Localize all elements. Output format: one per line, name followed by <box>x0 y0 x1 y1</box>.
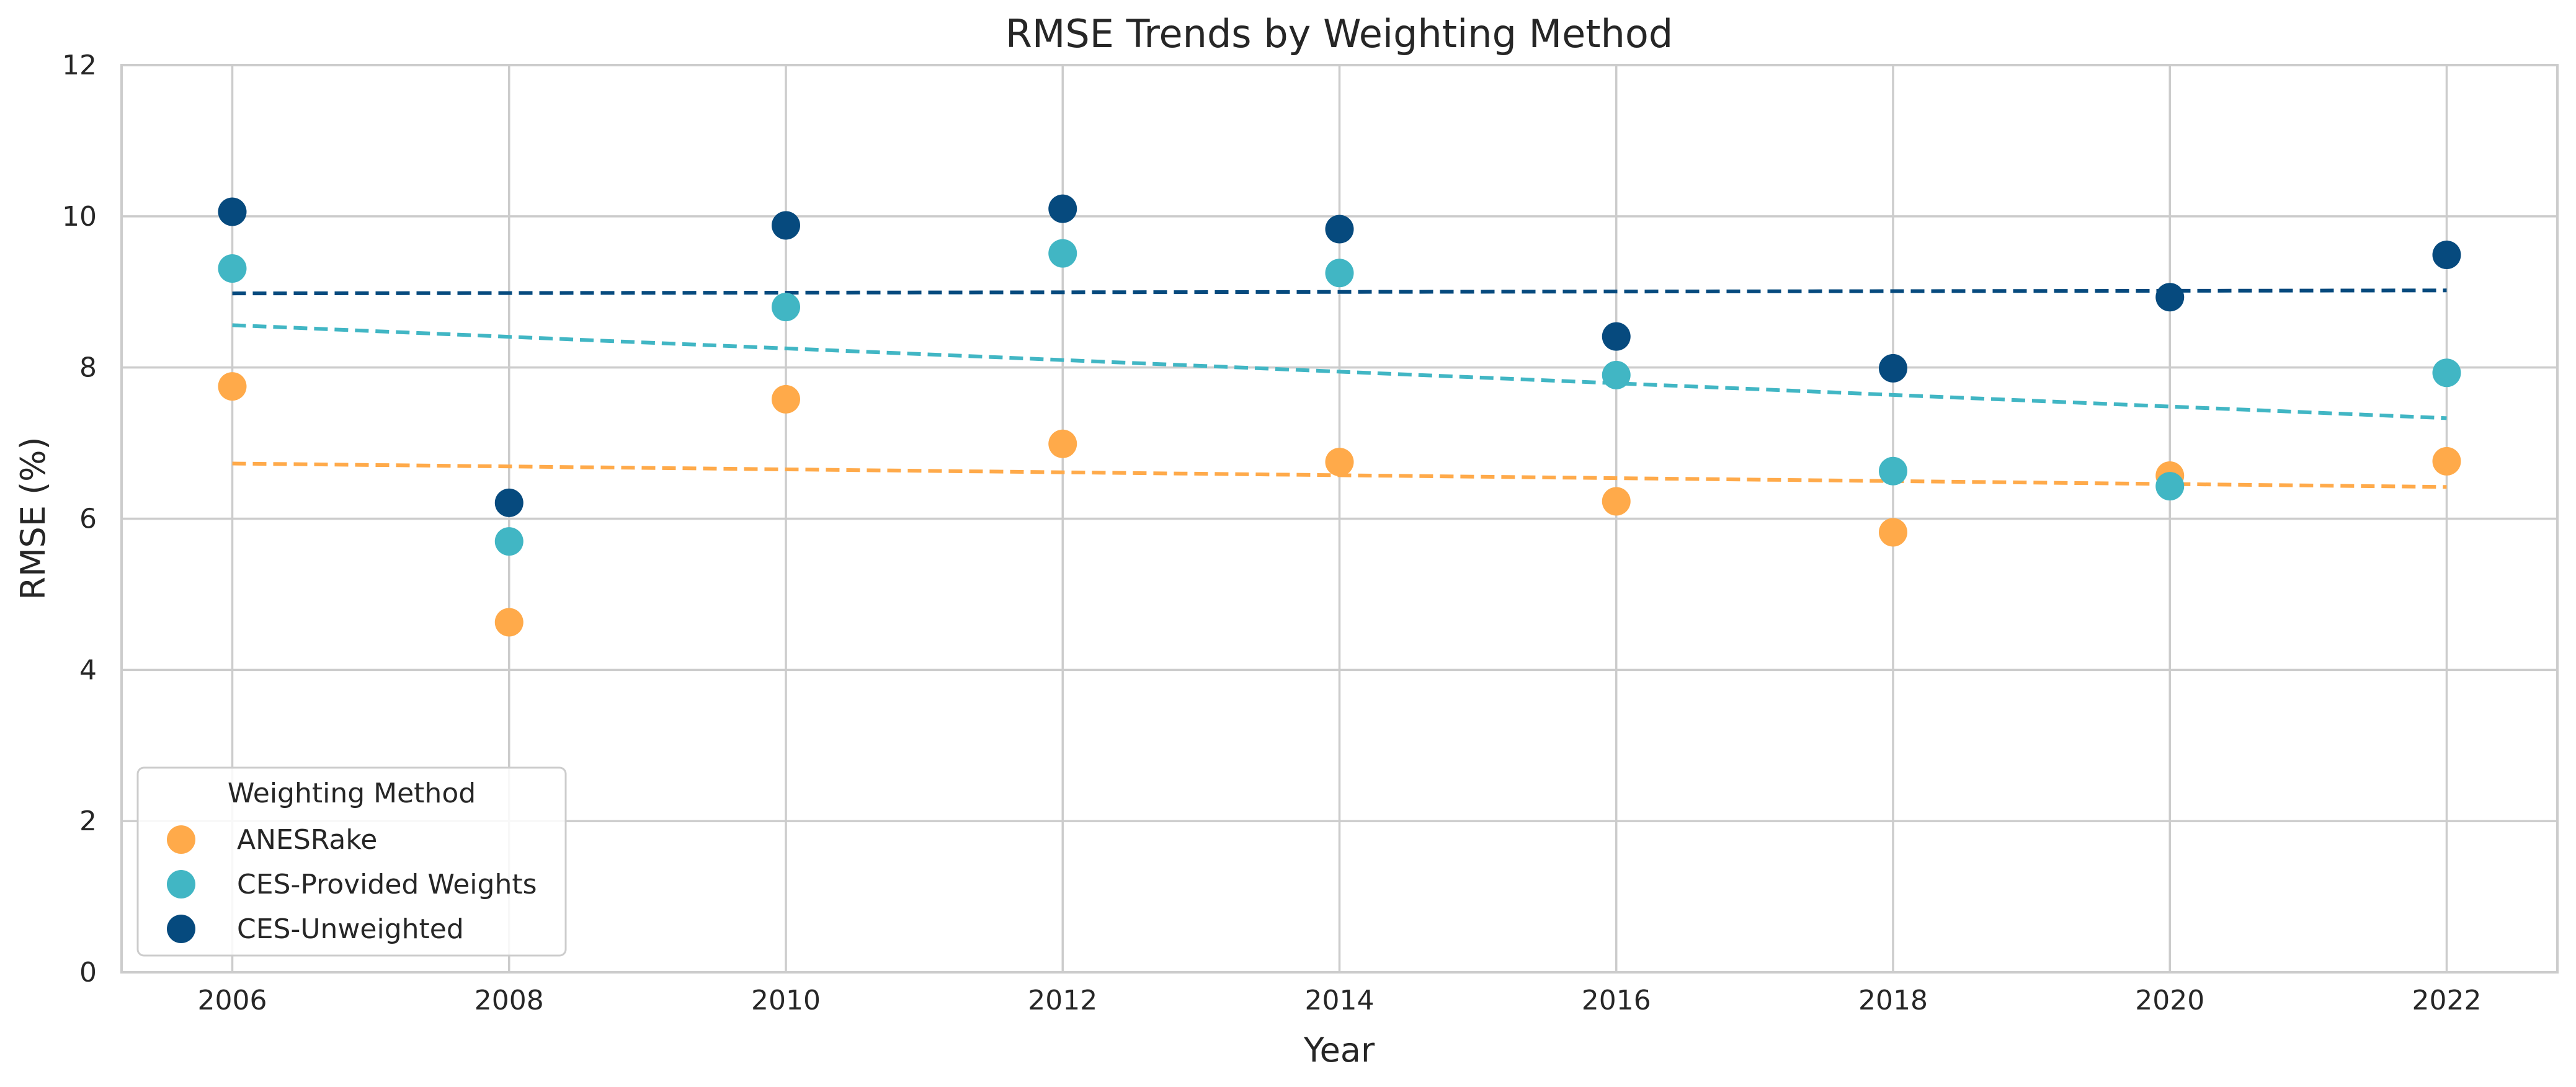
data-point <box>218 254 247 283</box>
data-point <box>2155 283 2185 312</box>
y-tick-label: 6 <box>79 504 97 535</box>
data-point <box>2155 472 2185 501</box>
data-point <box>1048 194 1077 223</box>
x-ticks: 2006 2008 2010 2012 2014 2016 2018 2020 2022 <box>198 985 2482 1016</box>
data-point <box>1325 448 1354 477</box>
legend-title: Weighting Method <box>228 778 476 809</box>
data-point <box>1602 360 1631 389</box>
data-point <box>1879 353 1907 383</box>
data-point <box>1325 215 1354 244</box>
y-ticks: 0 2 4 6 8 10 12 <box>62 50 97 988</box>
x-tick-label: 2018 <box>1858 985 1928 1016</box>
y-tick-label: 12 <box>62 50 97 81</box>
y-tick-label: 10 <box>62 201 97 233</box>
data-point <box>218 372 247 401</box>
data-point <box>1879 518 1907 547</box>
x-tick-label: 2012 <box>1028 985 1097 1016</box>
x-axis-label: Year <box>1303 1031 1375 1070</box>
data-point <box>1602 322 1631 351</box>
data-point <box>218 197 247 226</box>
data-point <box>494 488 524 517</box>
data-point <box>494 527 524 556</box>
data-point <box>2432 358 2461 388</box>
data-point <box>1325 259 1354 288</box>
data-point <box>1602 487 1631 516</box>
data-point <box>1879 456 1907 486</box>
data-points <box>218 194 2461 637</box>
data-point <box>494 608 524 637</box>
plot-frame <box>120 64 2559 974</box>
x-tick-label: 2008 <box>475 985 544 1016</box>
x-tick-label: 2016 <box>1582 985 1651 1016</box>
data-point <box>772 384 800 414</box>
data-point <box>772 293 800 322</box>
x-tick-label: 2022 <box>2412 985 2482 1016</box>
legend-marker <box>167 825 195 854</box>
x-tick-label: 2006 <box>198 985 267 1016</box>
y-tick-label: 0 <box>79 957 97 988</box>
data-point <box>2432 241 2461 270</box>
data-point <box>772 211 800 240</box>
y-tick-label: 4 <box>79 654 97 686</box>
legend-marker <box>167 870 195 898</box>
x-tick-label: 2020 <box>2135 985 2204 1016</box>
x-tick-label: 2010 <box>751 985 821 1016</box>
legend-marker <box>167 915 195 943</box>
y-tick-label: 2 <box>79 805 97 837</box>
data-point <box>1048 429 1077 458</box>
data-point <box>2432 446 2461 476</box>
trend-line <box>232 323 2447 420</box>
legend-label: ANESRake <box>237 824 377 856</box>
legend-label: CES-Unweighted <box>237 913 464 945</box>
x-tick-label: 2014 <box>1305 985 1375 1016</box>
y-axis-label: RMSE (%) <box>14 437 53 600</box>
legend-entries: ANESRake CES-Provided Weights CES-Unweight… <box>167 824 537 945</box>
legend: Weighting Method ANESRake CES-Provided We… <box>136 766 567 957</box>
chart-title: RMSE Trends by Weighting Method <box>1005 11 1673 56</box>
trend-line <box>232 288 2447 296</box>
data-point <box>1048 239 1077 268</box>
y-tick-label: 8 <box>79 352 97 384</box>
legend-box <box>136 766 567 957</box>
legend-label: CES-Provided Weights <box>237 869 537 900</box>
